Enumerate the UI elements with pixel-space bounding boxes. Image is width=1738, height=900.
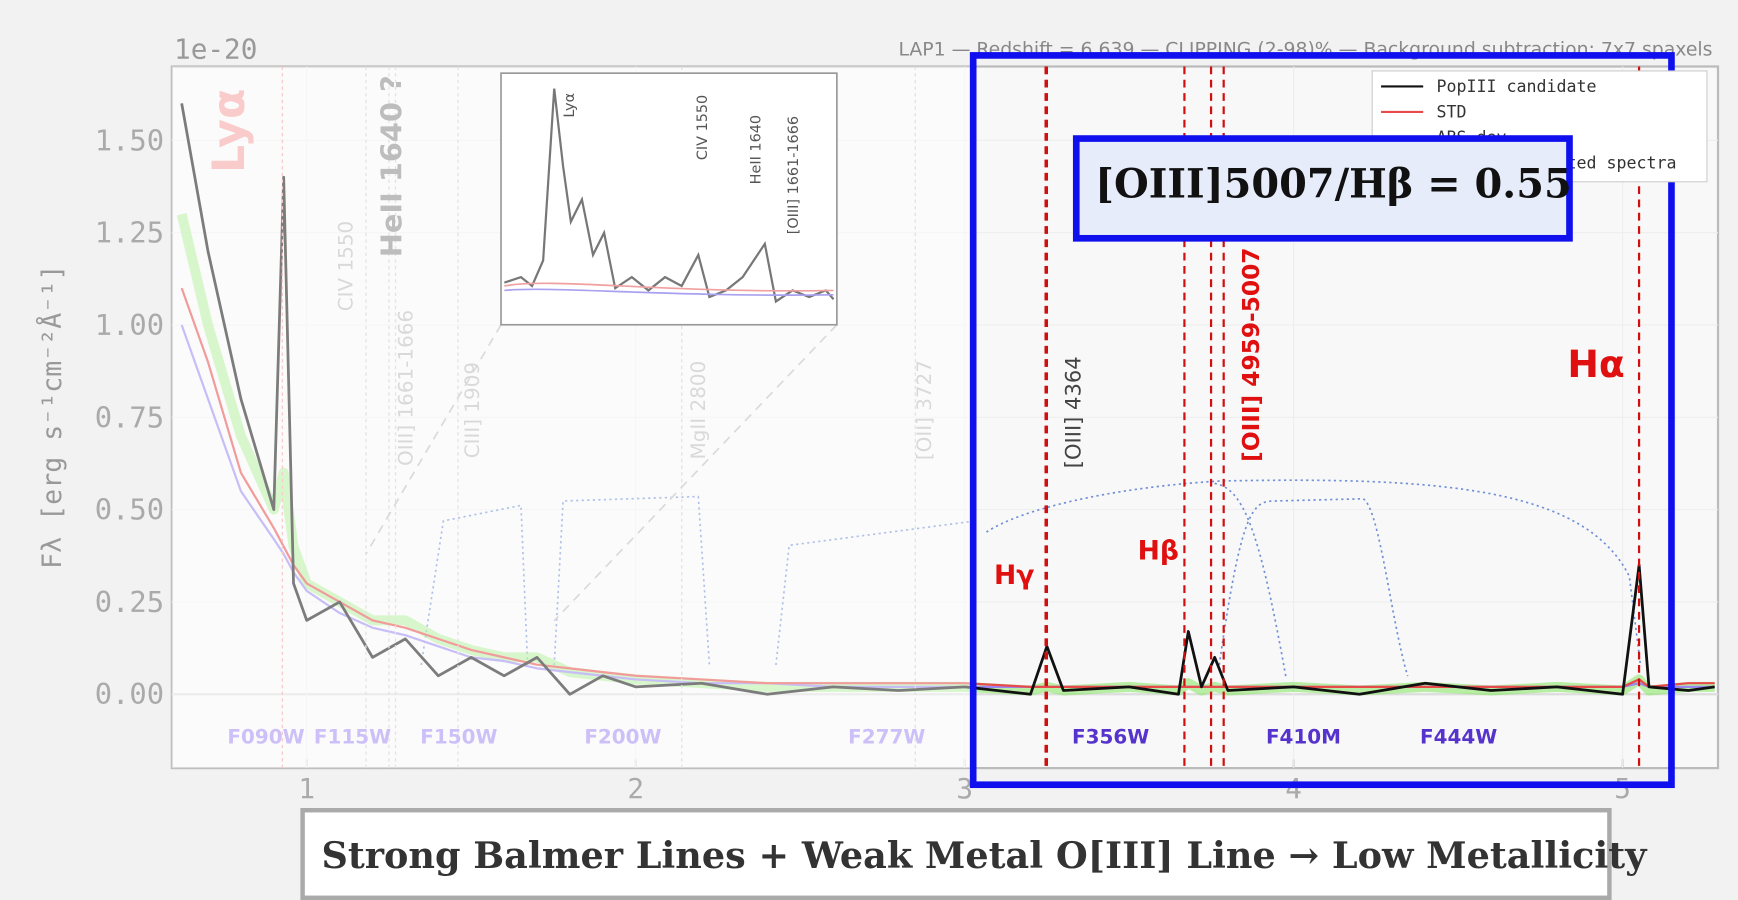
- y-tick-label: 0.50: [95, 493, 164, 527]
- y-tick-label: 1.00: [95, 308, 164, 342]
- inset-abs: [504, 288, 834, 296]
- filter-curves: [420, 479, 1642, 677]
- inset-label: Lyα: [562, 93, 578, 118]
- filter-label: F410M: [1266, 725, 1341, 749]
- filter-curve: [553, 495, 711, 666]
- filter-label: F277W: [848, 725, 925, 749]
- ratio-text: [OIII]5007/Hβ = 0.55: [1095, 161, 1572, 207]
- x-tick-label: 1: [298, 772, 315, 805]
- series-line: [180, 103, 1715, 696]
- filter-label: F150W: [420, 725, 497, 749]
- filter-label: F200W: [584, 725, 661, 749]
- y-tick-label: 1.25: [95, 216, 164, 250]
- inset-connector: [365, 324, 838, 622]
- filter-curve: [420, 504, 529, 666]
- filter-curve: [1213, 482, 1287, 677]
- y-tick-label: 0.25: [95, 585, 164, 619]
- highlight-box: [969, 52, 1675, 789]
- filter-label: F356W: [1072, 725, 1149, 749]
- filter-curve: [1218, 497, 1409, 677]
- legend-label: PopIII candidate: [1436, 77, 1596, 96]
- filter-label: F090W: [227, 725, 304, 749]
- inset-label: HeII 1640: [748, 115, 764, 184]
- y-tick-label: 0.00: [95, 677, 164, 711]
- filter-label: F115W: [314, 725, 391, 749]
- filter-label: F444W: [1420, 725, 1497, 749]
- conclusion-box: [300, 808, 1612, 900]
- line-label: CIV 1550: [333, 221, 357, 312]
- series: [176, 66, 1715, 769]
- line-label: MgII 2800: [686, 361, 710, 460]
- line-label: [OIII] 4364: [1061, 356, 1086, 468]
- legend-label: STD: [1436, 102, 1466, 121]
- offset-text: 1e-20: [174, 33, 257, 66]
- inset-std: [504, 282, 834, 292]
- inset-label: [OIII] 1661-1666: [786, 116, 802, 234]
- line-label: Hα: [1567, 342, 1624, 386]
- line-label: [OIII] 4959-5007: [1238, 248, 1265, 462]
- inset: Lyα CIV 1550 HeII 1640 [OIII] 1661-1666: [500, 72, 838, 326]
- line-label: Hβ: [1138, 536, 1179, 567]
- y-axis-label: Fλ [erg s⁻¹cm⁻²Å⁻¹]: [36, 265, 68, 569]
- ratio-box: [1072, 135, 1573, 242]
- conclusion-text: Strong Balmer Lines + Weak Metal O[III] …: [321, 834, 1648, 877]
- y-tick-label: 0.75: [95, 400, 164, 434]
- inset-label: CIV 1550: [695, 95, 711, 160]
- line-label: Lyα: [204, 88, 255, 173]
- line-label: HeII 1640 ?: [374, 75, 408, 257]
- y-tick-label: 1.50: [95, 123, 164, 157]
- x-tick-label: 2: [627, 772, 644, 805]
- x-tick-label: 3: [956, 772, 973, 805]
- inset-spectrum: [503, 88, 835, 304]
- x-tick-label: 4: [1285, 772, 1302, 805]
- line-label: OIII] 1661-1666: [393, 310, 417, 466]
- filter-curve: [775, 520, 976, 666]
- filter-curve: [986, 479, 1642, 666]
- line-label: Hγ: [994, 560, 1034, 591]
- line-label: [OII] 3727: [912, 360, 936, 460]
- x-tick-label: 5: [1614, 772, 1631, 805]
